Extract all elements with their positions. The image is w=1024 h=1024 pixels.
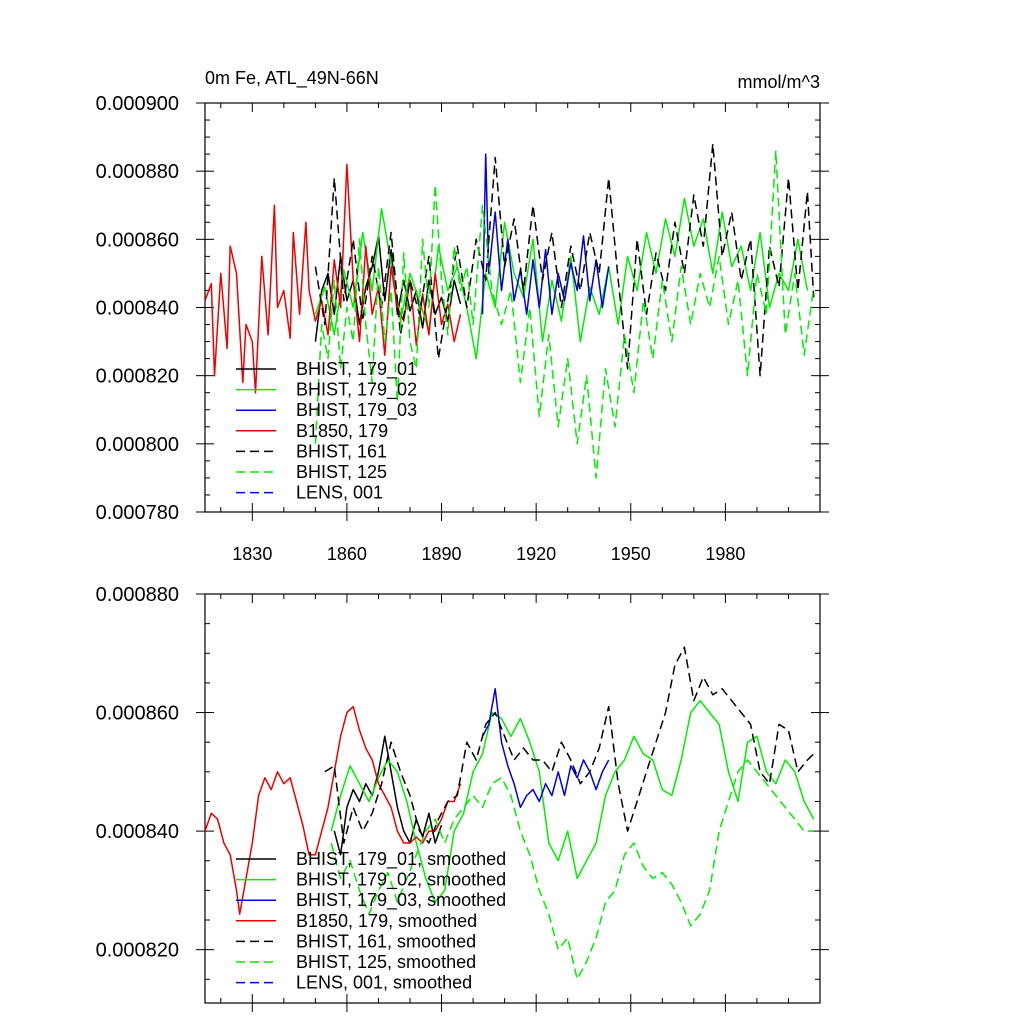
y-tick-label: 0.000780	[96, 502, 179, 524]
smoothed-plot-frame	[204, 593, 821, 1004]
y-tick-label: 0.000820	[96, 366, 179, 388]
series-line-6	[314, 149, 815, 479]
legend-label: BHIST, 179_01, smoothed	[296, 849, 506, 870]
x-tick-label: 1860	[327, 544, 367, 564]
annual-panel: 1830 1860 1890 1920 1950 1980 0.000780 0.000800…	[96, 93, 829, 564]
legend-label: BHIST, 179_03	[296, 400, 417, 421]
legend-label: BHIST, 161	[296, 441, 387, 461]
legend-label: BHIST, 179_01	[296, 359, 417, 380]
legend-label: B1850, 179	[296, 421, 388, 441]
legend-label: LENS, 001	[296, 483, 383, 503]
smoothed-panel: 0.000820 0.000840 0.000860 0.000880 BHIST, …	[96, 584, 829, 1012]
y-tick-label: 0.000880	[96, 584, 179, 606]
legend-label: BHIST, 161, smoothed	[296, 931, 476, 951]
legend-label: BHIST, 179_02	[296, 380, 417, 401]
x-tick-label: 1980	[705, 544, 745, 564]
smoothed-series	[204, 646, 815, 981]
series-line-4	[204, 163, 462, 394]
x-tick-label: 1920	[516, 544, 556, 564]
x-tick-label: 1950	[611, 544, 651, 564]
y-tick-label: 0.000800	[96, 434, 179, 456]
legend-label: BHIST, 125	[296, 462, 387, 482]
legend-label: LENS, 001, smoothed	[296, 973, 472, 993]
series-line-4	[204, 705, 462, 915]
series-line-5	[314, 143, 815, 377]
x-tick-label: 1890	[422, 544, 462, 564]
legend-label: BHIST, 179_03, smoothed	[296, 890, 506, 911]
x-tick-label: 1830	[232, 544, 272, 564]
plot-title: 0m Fe, ATL_49N-66N	[205, 68, 379, 89]
smoothed-ticks: 0.000820 0.000840 0.000860 0.000880	[96, 584, 829, 1012]
y-tick-label: 0.000880	[96, 161, 179, 183]
legend-label: BHIST, 179_02, smoothed	[296, 870, 506, 891]
series-line-1	[314, 235, 462, 342]
legend-label: BHIST, 125, smoothed	[296, 952, 476, 972]
legend-label: B1850, 179, smoothed	[296, 911, 477, 931]
y-tick-label: 0.000900	[96, 93, 179, 115]
series-line-5	[324, 646, 815, 844]
units-label: mmol/m^3	[738, 72, 820, 92]
series-line-6	[330, 759, 814, 981]
series-line-3	[481, 688, 610, 809]
y-tick-label: 0.000840	[96, 298, 179, 320]
y-tick-label: 0.000820	[96, 940, 179, 962]
annual-ticks: 1830 1860 1890 1920 1950 1980 0.000780 0.000800…	[96, 93, 829, 564]
y-tick-label: 0.000840	[96, 821, 179, 843]
y-tick-label: 0.000860	[96, 229, 179, 251]
y-tick-label: 0.000860	[96, 703, 179, 725]
series-line-2	[314, 197, 809, 360]
annual-series	[204, 143, 815, 479]
